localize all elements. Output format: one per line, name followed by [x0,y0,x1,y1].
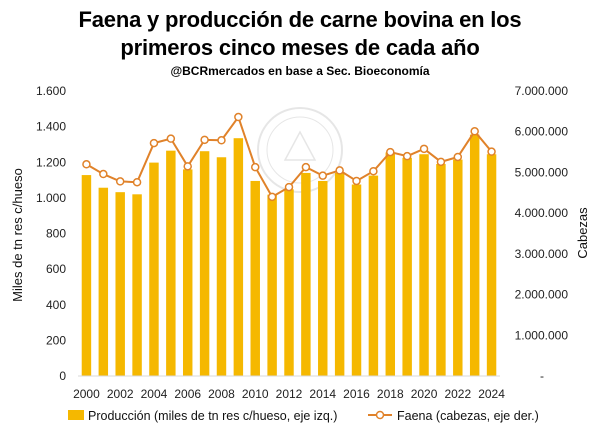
bar-produccion-2008 [216,157,227,376]
y-right-tick-label: 6.000.000 [515,125,569,139]
point-faena-2000 [82,160,91,169]
point-faena-2011 [267,192,277,202]
y-right-tick-label: 4.000.000 [515,206,569,220]
point-faena-2001 [99,169,108,179]
bar-produccion-2018 [385,152,396,376]
point-faena-2023 [470,127,479,136]
y-left-tick-label: 1.600 [36,84,66,98]
x-tick-label: 2002 [107,387,134,401]
y-right-tick-label: 3.000.000 [515,247,569,261]
watermark-seal [257,107,343,193]
point-faena-2010 [250,162,260,172]
x-tick-label: 2014 [309,387,336,401]
x-tick-label: 2018 [377,387,404,401]
y-right-tick-label: 1.000.000 [515,328,569,342]
y-left-tick-label: 1.200 [36,155,66,169]
chart-title-line-1: Faena y producción de carne bovina en lo… [78,7,522,32]
point-faena-2002 [115,177,125,186]
bar-produccion-2014 [318,180,328,376]
x-tick-label: 2012 [276,387,303,401]
bar-produccion-2011 [267,194,277,376]
point-faena-2019 [402,151,412,161]
x-tick-label: 2024 [478,387,505,401]
legend-label-faena: Faena (cabezas, eje der.) [397,409,539,423]
chart-title-line-2: primeros cinco meses de cada año [120,35,480,60]
legend-label-produccion: Producción (miles de tn res c/hueso, eje… [88,409,337,423]
x-tick-label: 2006 [174,387,201,401]
point-faena-2017 [369,166,378,176]
point-faena-2014 [318,171,328,180]
point-faena-2021 [436,157,446,167]
y-axis-label-left: Miles de tn res c/hueso [10,168,25,302]
y-right-tick-label: 7.000.000 [515,84,569,98]
y-left-tick-label: 1.400 [36,120,66,134]
bar-produccion-2004 [149,162,159,376]
point-faena-2012 [284,182,294,192]
point-faena-2007 [200,135,209,145]
point-faena-2008 [217,136,226,145]
point-faena-2018 [386,147,395,157]
y-right-tick-label: - [540,369,544,383]
bar-produccion-2000 [81,175,92,376]
bar-produccion-2019 [402,157,412,376]
bar-produccion-2003 [132,194,142,376]
y-left-tick-label: 400 [46,298,66,312]
bar-produccion-2002 [115,192,125,376]
bar-produccion-2015 [334,172,345,376]
bar-produccion-2021 [436,164,446,376]
y-left-tick-label: 600 [46,262,66,276]
point-faena-2020 [419,144,429,154]
x-tick-label: 2010 [242,387,269,401]
point-faena-2004 [149,138,159,148]
y-right-tick-label: 5.000.000 [515,165,569,179]
x-tick-label: 2016 [343,387,370,401]
bar-produccion-2017 [368,175,379,376]
y-left-tick-label: 0 [59,369,66,383]
bar-produccion-2005 [166,150,176,376]
bar-produccion-2023 [469,134,480,376]
legend-swatch-produccion [68,410,84,420]
point-faena-2005 [166,134,176,143]
point-faena-2022 [453,152,463,162]
bar-produccion-2007 [199,151,210,376]
x-tick-label: 2008 [208,387,235,401]
bar-produccion-2006 [182,169,193,376]
chart-subtitle: @BCRmercados en base a Sec. Bioeconomía [170,64,430,78]
bar-produccion-2012 [284,189,294,376]
y-right-tick-label: 2.000.000 [515,288,569,302]
bar-produccion-2001 [98,187,109,376]
x-tick-label: 2020 [411,387,438,401]
bar-produccion-2013 [301,172,311,376]
y-left-tick-label: 1.000 [36,191,66,205]
point-faena-2015 [335,166,344,175]
point-faena-2016 [352,176,361,186]
bar-produccion-2016 [351,184,362,376]
point-faena-2009 [234,112,243,122]
legend-swatch-faena-marker [375,410,385,420]
y-left-tick-label: 200 [46,333,66,347]
bar-produccion-2024 [486,154,497,376]
bar-produccion-2009 [233,138,244,376]
y-left-tick-label: 800 [46,227,66,241]
point-faena-2024 [487,147,496,156]
x-tick-label: 2000 [73,387,100,401]
y-axis-label-right: Cabezas [575,207,590,259]
bar-produccion-2022 [453,159,463,376]
x-tick-label: 2004 [141,387,168,401]
legend: Producción (miles de tn res c/hueso, eje… [68,409,539,423]
x-tick-label: 2022 [444,387,471,401]
bar-produccion-2010 [250,180,260,376]
point-faena-2006 [183,162,192,171]
bar-produccion-2020 [419,154,429,376]
point-faena-2003 [132,177,142,187]
point-faena-2013 [301,162,311,172]
